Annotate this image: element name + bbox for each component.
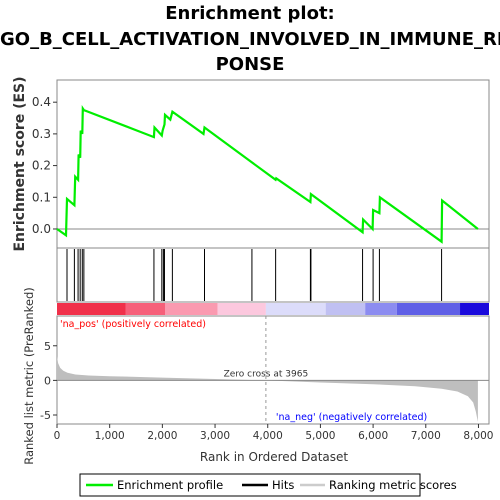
- x-axis-label: Rank in Ordered Dataset: [200, 450, 348, 464]
- x-tick-label: 2,000: [147, 430, 177, 442]
- es-y-tick-label: 0.4: [32, 95, 51, 109]
- x-tick-label: 5,000: [305, 430, 335, 442]
- es-y-tick-label: 0.2: [32, 159, 51, 173]
- x-tick-label: 3,000: [200, 430, 230, 442]
- es-y-tick-label: 0.1: [32, 190, 51, 204]
- x-tick-label: 4,000: [253, 430, 283, 442]
- es-y-tick-label: 0.3: [32, 127, 51, 141]
- color-bar-segment: [125, 303, 165, 315]
- es-y-axis-label: Enrichment score (ES): [12, 76, 28, 251]
- color-bar-segment: [325, 303, 366, 315]
- x-axis-ticks: 0 1,000 2,000 3,000 4,000 5,000 6,000 7,000 8,00…: [54, 424, 493, 442]
- es-y-tick-label: 0.0: [32, 222, 51, 236]
- es-y-ticks: 0.0 0.1 0.2 0.3 0.4: [32, 95, 57, 236]
- color-bar-segment: [460, 303, 489, 315]
- legend-label-hits: Hits: [272, 478, 294, 492]
- color-bar-segment: [365, 303, 397, 315]
- hits-panel-frame: [56, 247, 490, 303]
- x-tick-label: 6,000: [358, 430, 388, 442]
- metric-panel-frame: [56, 315, 490, 425]
- legend-label-enrichment: Enrichment profile: [117, 478, 223, 492]
- x-tick-label: 1,000: [95, 430, 125, 442]
- metric-y-axis-label: Ranked list metric (PreRanked): [22, 287, 36, 465]
- color-bar-segment: [217, 303, 266, 315]
- zero-cross-label: Zero cross at 3965: [224, 369, 309, 379]
- rank-color-bar: [57, 303, 489, 315]
- negative-correlation-label: 'na_neg' (negatively correlated): [276, 412, 427, 423]
- metric-y-tick-label: 0: [44, 374, 51, 387]
- color-bar-segment: [396, 303, 461, 315]
- es-panel-frame: [56, 79, 490, 249]
- x-tick-label: 0: [54, 430, 61, 442]
- metric-y-ticks: -5 0 5: [40, 340, 57, 422]
- chart-title-line-1: Enrichment plot:: [165, 3, 335, 24]
- positive-correlation-label: 'na_pos' (positively correlated): [60, 319, 206, 330]
- x-tick-label: 7,000: [411, 430, 441, 442]
- enrichment-profile-line: [56, 105, 479, 244]
- hits-group: [66, 249, 443, 301]
- color-bar-segment: [165, 303, 218, 315]
- metric-y-tick-label: 5: [44, 340, 51, 353]
- legend-label-ranking-metric: Ranking metric scores: [329, 478, 457, 492]
- metric-y-tick-label: -5: [40, 409, 51, 422]
- color-bar-segment: [57, 303, 126, 315]
- color-bar-segment: [265, 303, 326, 315]
- chart-title-line-2: GO_B_CELL_ACTIVATION_INVOLVED_IN_IMMUNE_…: [0, 29, 500, 50]
- x-tick-label: 8,000: [463, 430, 493, 442]
- chart-title-line-3: PONSE: [215, 54, 285, 75]
